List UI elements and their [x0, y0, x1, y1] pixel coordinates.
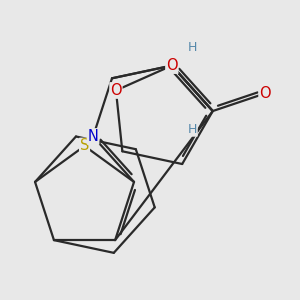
- Text: S: S: [80, 139, 89, 154]
- Text: O: O: [259, 86, 271, 101]
- Text: H: H: [188, 41, 197, 54]
- Text: O: O: [110, 83, 122, 98]
- Text: N: N: [88, 129, 98, 144]
- Text: O: O: [166, 58, 178, 73]
- Text: H: H: [188, 123, 197, 136]
